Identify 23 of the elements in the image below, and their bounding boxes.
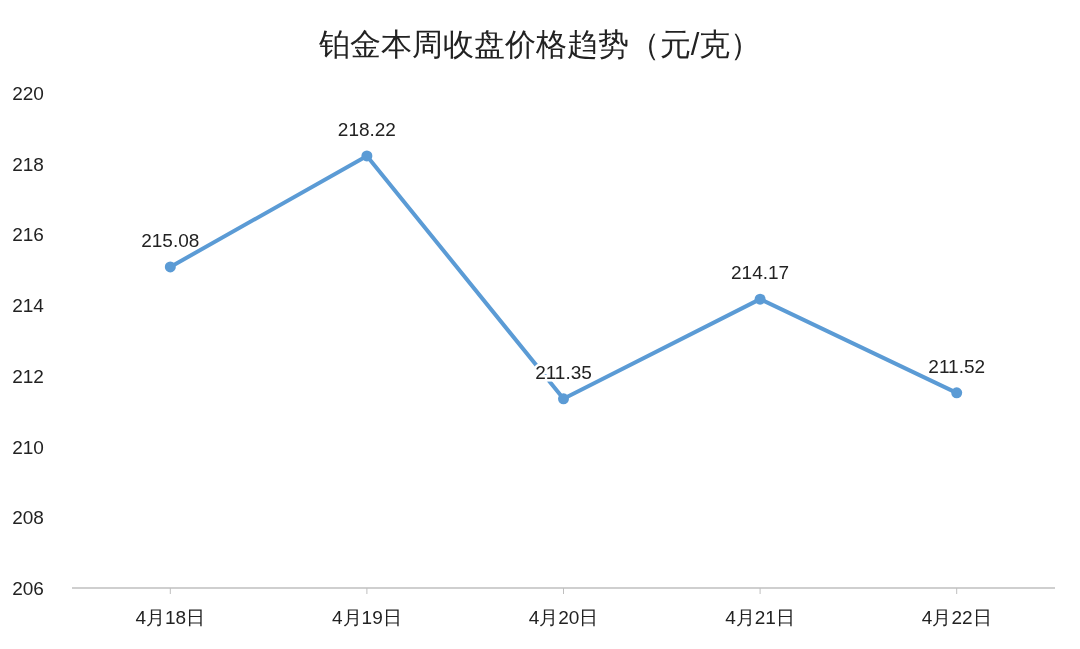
x-tick-label: 4月18日 <box>135 607 206 628</box>
data-label: 211.52 <box>928 355 986 377</box>
point <box>361 150 373 162</box>
y-tick-label: 210 <box>12 436 44 458</box>
data-label: 215.08 <box>141 229 200 251</box>
point <box>558 393 569 405</box>
data-label: 218.22 <box>337 118 396 140</box>
y-tick-label: 220 <box>12 83 44 104</box>
chart-title: 铂金本周收盘价格趋势（元/克） <box>317 27 762 62</box>
y-tick-label: 214 <box>12 295 45 317</box>
data-label: 214.17 <box>731 262 790 284</box>
x-tick-label: 4月22日 <box>921 607 992 628</box>
x-tick-label: 4月20日 <box>528 607 599 628</box>
x-tick-label: 4月21日 <box>725 607 795 628</box>
y-tick-label: 208 <box>12 507 44 529</box>
point <box>951 387 963 399</box>
point <box>164 261 176 273</box>
y-tick-label: 216 <box>12 224 44 246</box>
point <box>754 293 766 305</box>
y-tick-label: 218 <box>12 153 44 175</box>
y-tick-label: 206 <box>12 578 44 599</box>
x-tick-label: 4月19日 <box>332 607 402 628</box>
y-tick-label: 212 <box>12 365 44 387</box>
